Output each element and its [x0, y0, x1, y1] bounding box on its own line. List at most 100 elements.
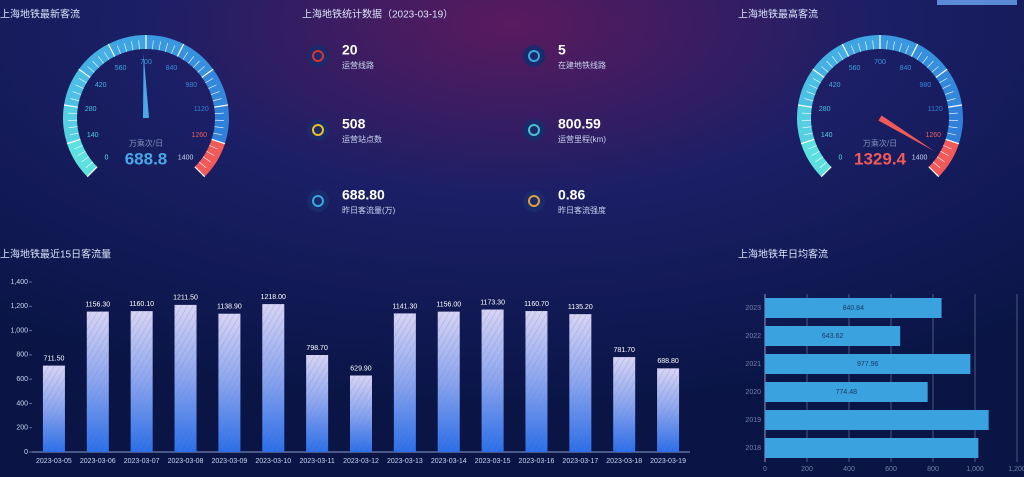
gauge-tick-label: 0	[838, 154, 842, 161]
gauge-tick	[841, 43, 850, 57]
gauge-tick	[86, 166, 98, 178]
gauge-title: 上海地铁最新客流	[0, 8, 80, 21]
gauge-minor-tick	[214, 112, 224, 114]
chart-title: 上海地铁最近15日客流量	[0, 248, 111, 261]
gauge-tick-label: 1260	[191, 132, 207, 139]
bar	[765, 382, 928, 402]
gauge-minor-tick	[214, 126, 224, 129]
y-tick-label: 1,400	[10, 279, 28, 286]
bar-value-label: 774.48	[836, 389, 858, 396]
stat-icon	[307, 190, 329, 212]
gauge-tick	[211, 138, 226, 145]
x-tick-label: 2023-03-17	[562, 458, 598, 465]
gauge-tick-label: 280	[85, 106, 97, 113]
gauge-minor-tick	[806, 91, 816, 95]
gauge-band	[63, 105, 81, 144]
stat-label: 昨日客流强度	[558, 205, 606, 215]
gauge-minor-tick	[131, 41, 134, 51]
y-tick-label: 2023	[745, 305, 761, 312]
gauge-minor-tick	[198, 161, 207, 168]
x-tick-label: 0	[763, 466, 767, 473]
bar-value-label: 1156.00	[436, 301, 461, 308]
stat-value: 688.80	[342, 187, 385, 203]
gauge-minor-tick	[865, 41, 868, 51]
bar-hatch	[174, 304, 197, 452]
gauge-band	[194, 139, 225, 177]
gauge-band	[64, 69, 91, 108]
gauge-minor-tick	[92, 60, 99, 68]
bar-hatch	[569, 314, 592, 452]
bar-value-label: 1160.10	[129, 301, 154, 308]
bar-value-label: 798.70	[306, 345, 328, 352]
stat-icon-dot	[528, 124, 540, 136]
gauge-minor-tick	[802, 126, 812, 129]
gauge-minor-tick	[209, 145, 218, 150]
gauge-band	[812, 44, 849, 78]
bar	[765, 410, 989, 430]
bar-value-label: 643.62	[822, 333, 844, 340]
stat-icon	[307, 45, 329, 67]
stat-icon-dot	[528, 195, 540, 207]
top-button[interactable]	[937, 0, 1017, 5]
gauge-minor-tick	[886, 40, 888, 50]
bar-value-label: 1211.50	[173, 295, 198, 302]
gauge-minor-tick	[197, 66, 205, 73]
gauge-band	[798, 69, 825, 108]
y-tick-label: 600	[16, 376, 28, 383]
gauge-band	[145, 35, 184, 57]
bar-value-label: 1218.00	[261, 294, 286, 301]
bar	[765, 326, 901, 346]
x-tick-label: 2023-03-11	[299, 458, 334, 465]
bar-hatch	[525, 311, 548, 452]
gauge-tick	[63, 104, 78, 108]
bar-hatch	[350, 375, 372, 452]
gauge-band	[211, 105, 229, 144]
gauge-minor-tick	[81, 156, 90, 163]
y-tick-label: 2018	[745, 445, 761, 452]
gauge-minor-tick	[892, 41, 895, 51]
gauge-minor-tick	[205, 78, 214, 84]
gauge-minor-tick	[811, 150, 820, 156]
gauge-minor-tick	[68, 112, 78, 114]
gauge-tick-label: 0	[104, 154, 108, 161]
gauge-tick-label: 560	[849, 65, 861, 72]
bar-hatch	[613, 357, 636, 452]
gauge-minor-tick	[819, 161, 828, 168]
gauge-minor-tick	[851, 45, 855, 54]
gauge-minor-tick	[182, 51, 189, 60]
gauge-band	[201, 69, 228, 108]
y-tick-label: 800	[16, 352, 28, 359]
stat-label: 运营线路	[342, 60, 374, 70]
y-tick-label: 200	[16, 425, 28, 432]
gauge-minor-tick	[206, 150, 215, 156]
x-tick-label: 1,200	[1008, 466, 1024, 473]
gauge-minor-tick	[944, 91, 954, 95]
gauge-band	[177, 44, 214, 78]
stat-label: 在建地铁线路	[558, 60, 606, 70]
gauge-minor-tick	[826, 60, 833, 68]
x-tick-label: 800	[927, 466, 939, 473]
gauge-minor-tick	[97, 56, 104, 64]
gauge-band	[945, 105, 963, 144]
gauge-minor-tick	[78, 78, 87, 84]
bar-hatch	[130, 311, 153, 452]
stat-icon	[307, 119, 329, 141]
gauge-tick-label: 840	[166, 65, 178, 72]
x-tick-label: 2023-03-05	[36, 458, 72, 465]
stat-icon-dot	[312, 50, 324, 62]
gauge-minor-tick	[123, 43, 128, 52]
chart-title: 上海地铁年日均客流	[738, 248, 828, 261]
gauge-value: 688.8	[125, 149, 168, 168]
stat-label: 运营站点数	[342, 134, 382, 144]
stat-icon	[523, 190, 545, 212]
gauge-minor-tick	[948, 112, 958, 114]
gauge-minor-tick	[940, 150, 949, 156]
x-tick-label: 2023-03-07	[124, 458, 160, 465]
bar	[765, 438, 979, 458]
gauge-tick-label: 420	[95, 82, 107, 89]
gauge-minor-tick	[158, 41, 161, 51]
y-tick-label: 1,000	[10, 327, 28, 334]
gauge-minor-tick	[117, 45, 121, 54]
gauge-minor-tick	[152, 40, 154, 50]
